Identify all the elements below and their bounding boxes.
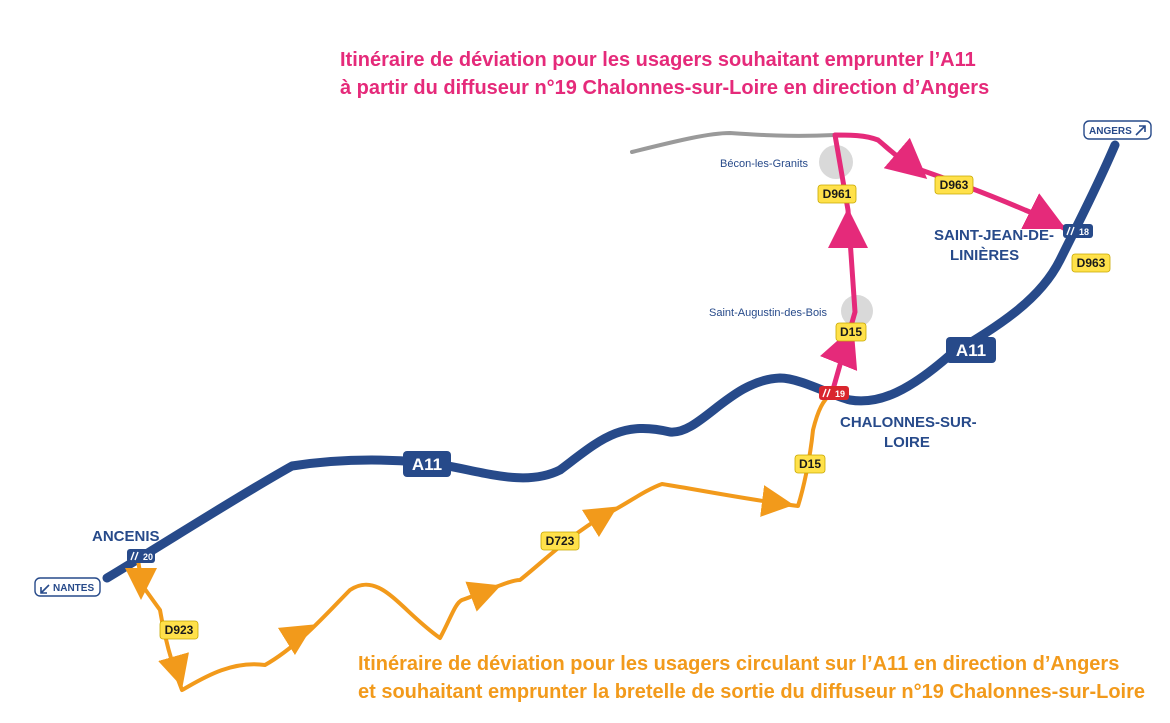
- a11-shield-2-text: A11: [956, 341, 986, 360]
- direction-arrow-icon: [40, 584, 50, 594]
- road-label-d963-pink-text: D963: [940, 178, 969, 192]
- exit-19-number: 19: [835, 389, 845, 399]
- place-saint-jean-line1: SAINT-JEAN-DE-: [934, 227, 1054, 244]
- exit-icon: [1066, 226, 1075, 236]
- place-chalonnes-line1: CHALONNES-SUR-: [840, 414, 977, 431]
- orange-arrow-4: [465, 581, 501, 612]
- orange-route-title: Itinéraire de déviation pour les usagers…: [358, 650, 1145, 706]
- road-label-d723: D723: [540, 531, 580, 551]
- pink-route-title-line2: à partir du diffuseur n°19 Chalonnes-sur…: [340, 77, 990, 99]
- direction-nantes-text: NANTES: [53, 583, 94, 594]
- direction-angers-text: ANGERS: [1089, 126, 1132, 137]
- exit-icon: [130, 551, 139, 561]
- orange-arrow-5: [581, 506, 618, 538]
- exit-icon: [822, 388, 831, 398]
- place-saint-augustin: Saint-Augustin-des-Bois: [709, 307, 828, 319]
- pink-arrow-4: [1021, 193, 1066, 229]
- road-label-d15-pink-text: D15: [840, 325, 862, 339]
- orange-route-title-line1: Itinéraire de déviation pour les usagers…: [358, 653, 1120, 675]
- orange-route-title-line2: et souhaitant emprunter la bretelle de s…: [358, 681, 1146, 703]
- direction-nantes: NANTES: [34, 577, 101, 597]
- grey-road: [630, 130, 837, 154]
- road-label-d923-text: D923: [165, 623, 194, 637]
- place-chalonnes-line2: LOIRE: [884, 434, 930, 451]
- place-saint-jean-line2: LINIÈRES: [950, 247, 1019, 264]
- road-label-d723-text: D723: [546, 534, 575, 548]
- road-label-d961-text: D961: [823, 187, 852, 201]
- pink-route-title: Itinéraire de déviation pour les usagers…: [340, 46, 989, 102]
- orange-arrow-3: [277, 624, 314, 656]
- orange-arrow-2: [158, 652, 189, 688]
- road-label-d923: D923: [159, 620, 199, 640]
- a11-shield-2: A11: [946, 337, 996, 363]
- road-label-d15-orange-text: D15: [799, 457, 821, 471]
- road-label-d963-exit-text: D963: [1077, 256, 1106, 270]
- pink-route-title-line1: Itinéraire de déviation pour les usagers…: [340, 49, 976, 71]
- a11-shield-1-text: A11: [412, 455, 442, 474]
- road-label-d15-pink: D15: [835, 322, 867, 342]
- pink-arrow-3: [883, 137, 928, 180]
- road-label-d963-exit: D963: [1071, 253, 1111, 273]
- becon-marker: [819, 145, 853, 179]
- exit-20-number: 20: [143, 552, 153, 562]
- orange-detour-route: [136, 391, 834, 692]
- exit-20-badge: 20: [127, 549, 155, 563]
- direction-angers: ANGERS: [1083, 120, 1152, 140]
- exit-18-badge: 18: [1063, 224, 1093, 238]
- pink-arrow-1: [820, 326, 858, 371]
- a11-shield-1: A11: [403, 451, 451, 477]
- road-label-d963-pink: D963: [934, 175, 974, 195]
- road-label-d15-orange: D15: [794, 454, 826, 474]
- orange-arrow-6: [760, 485, 794, 517]
- place-ancenis: ANCENIS: [92, 528, 160, 545]
- exit-19-badge: 19: [819, 386, 849, 400]
- a11-motorway: [102, 140, 1120, 583]
- road-label-d961: D961: [817, 184, 857, 204]
- exit-18-number: 18: [1079, 227, 1089, 237]
- place-becon: Bécon-les-Granits: [720, 158, 809, 170]
- direction-arrow-icon: [1135, 125, 1146, 136]
